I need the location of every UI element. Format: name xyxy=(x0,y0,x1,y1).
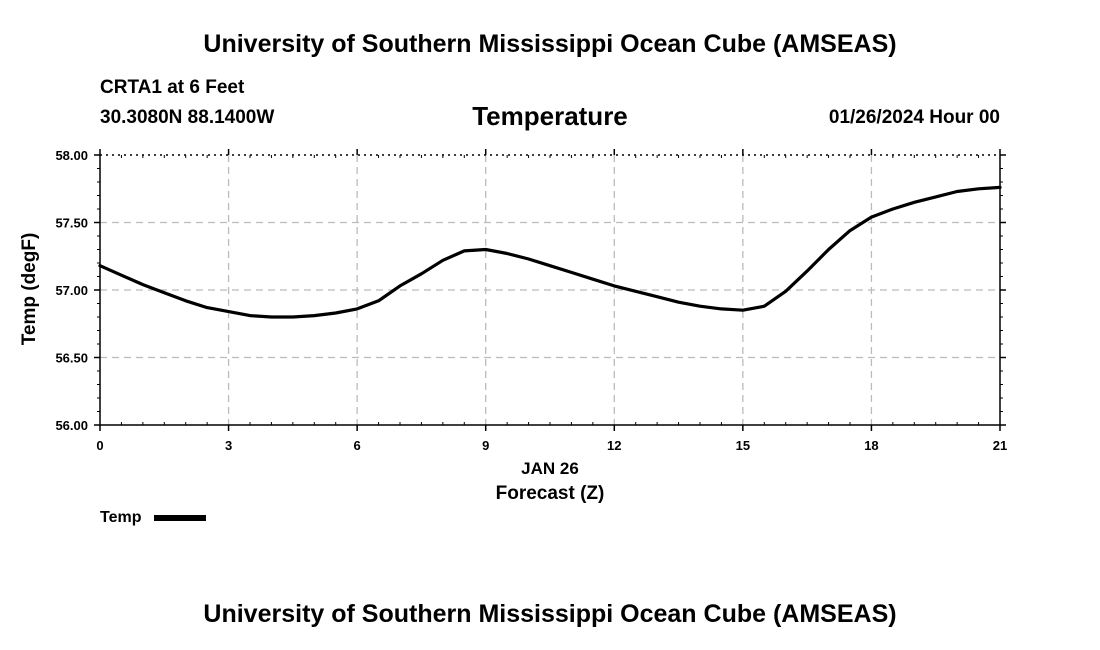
x-tick-label: 18 xyxy=(864,438,878,453)
x-axis-date: JAN 26 xyxy=(521,459,579,478)
legend-label: Temp xyxy=(100,509,142,526)
y-tick-label: 57.50 xyxy=(55,216,88,231)
x-tick-label: 21 xyxy=(993,438,1007,453)
y-tick-label: 56.50 xyxy=(55,351,88,366)
grid xyxy=(100,155,1000,425)
x-tick-label: 6 xyxy=(354,438,361,453)
legend-swatch xyxy=(153,514,206,521)
legend: Temp xyxy=(100,509,206,527)
footer-title: University of Southern Mississippi Ocean… xyxy=(203,600,897,628)
valid-time: 01/26/2024 Hour 00 xyxy=(828,107,1000,128)
y-tick-label: 58.00 xyxy=(55,148,88,163)
chart-title: Temperature xyxy=(472,101,628,131)
x-tick-label: 3 xyxy=(225,438,232,453)
series xyxy=(98,185,1002,319)
series-line-temp xyxy=(98,185,1002,319)
axes xyxy=(94,149,1006,431)
y-tick-label: 56.00 xyxy=(55,418,88,433)
tick-labels: 0 3 6 9 12 15 18 21 56.00 56.50 57.00 57.50 58.00 xyxy=(55,148,1007,453)
station-coordinates: 30.3080N 88.1400W xyxy=(100,107,275,128)
x-tick-label: 12 xyxy=(607,438,621,453)
station-name: CRTA1 at 6 Feet xyxy=(100,77,245,98)
x-axis-label: Forecast (Z) xyxy=(495,483,605,504)
y-tick-label: 57.00 xyxy=(55,283,88,298)
x-tick-label: 15 xyxy=(736,438,750,453)
x-tick-label: 0 xyxy=(96,438,103,453)
chart-header-title: University of Southern Mississippi Ocean… xyxy=(203,30,897,58)
x-tick-label: 9 xyxy=(482,438,489,453)
